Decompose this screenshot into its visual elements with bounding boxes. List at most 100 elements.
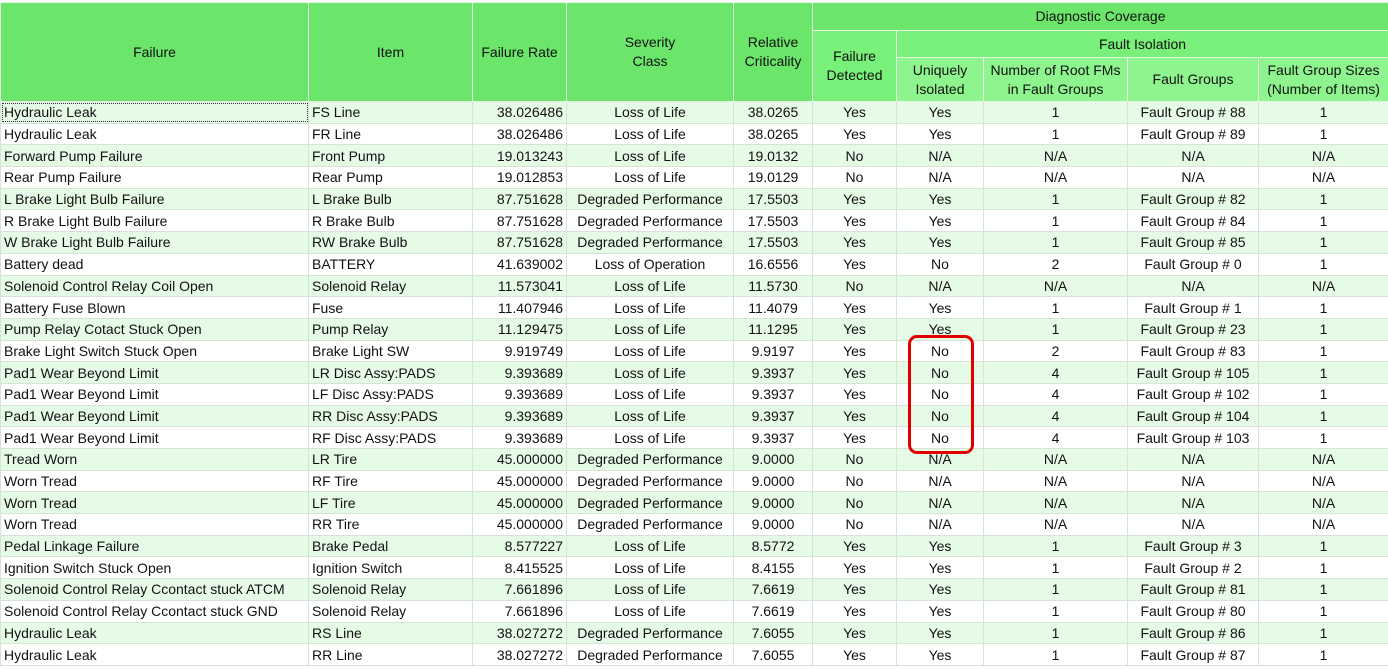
cell-item[interactable]: BATTERY — [308, 252, 473, 276]
cell-failure[interactable]: Solenoid Control Relay Ccontact stuck GN… — [0, 599, 309, 623]
cell-fault-group[interactable]: Fault Group # 102 — [1127, 382, 1259, 406]
cell-num-root-fms[interactable]: 1 — [983, 101, 1128, 124]
cell-fault-group[interactable]: Fault Group # 23 — [1127, 317, 1259, 341]
cell-uniquely-isolated[interactable]: Yes — [896, 556, 984, 580]
cell-fault-group-size[interactable]: N/A — [1257, 274, 1388, 298]
cell-uniquely-isolated[interactable]: Yes — [896, 599, 984, 623]
table-row[interactable]: Worn Tread RR Tire 45.000000 Degraded Perfo… — [0, 513, 1388, 536]
cell-item[interactable]: Brake Light SW — [308, 339, 473, 363]
cell-failure[interactable]: Hydraulic Leak — [0, 643, 309, 666]
cell-failure-rate[interactable]: 38.026486 — [472, 101, 567, 124]
table-row[interactable]: Battery Fuse Blown Fuse 11.407946 Loss of L… — [0, 296, 1388, 319]
table-row[interactable]: Pedal Linkage Failure Brake Pedal 8.577227… — [0, 534, 1388, 558]
cell-fault-group[interactable]: N/A — [1127, 491, 1259, 515]
cell-failure-detected[interactable]: Yes — [812, 187, 897, 211]
cell-item[interactable]: Brake Pedal — [308, 534, 473, 558]
cell-failure[interactable]: Solenoid Control Relay Ccontact stuck AT… — [0, 578, 309, 601]
cell-fault-group[interactable]: N/A — [1127, 274, 1259, 298]
cell-num-root-fms[interactable]: 4 — [983, 361, 1128, 384]
cell-relative-criticality[interactable]: 9.0000 — [733, 513, 813, 536]
cell-severity-class[interactable]: Loss of Life — [566, 274, 734, 298]
cell-failure-rate[interactable]: 45.000000 — [472, 513, 567, 536]
cell-failure-rate[interactable]: 7.661896 — [472, 578, 567, 601]
table-row[interactable]: L Brake Light Bulb Failure L Brake Bulb 87… — [0, 187, 1388, 211]
cell-uniquely-isolated[interactable]: Yes — [896, 534, 984, 558]
cell-fault-group-size[interactable]: 1 — [1257, 231, 1388, 254]
cell-fault-group[interactable]: Fault Group # 82 — [1127, 187, 1259, 211]
cell-num-root-fms[interactable]: 1 — [983, 296, 1128, 319]
cell-fault-group[interactable]: Fault Group # 89 — [1127, 122, 1259, 146]
cell-uniquely-isolated[interactable]: Yes — [896, 101, 984, 124]
cell-fault-group[interactable]: N/A — [1127, 513, 1259, 536]
cell-fault-group[interactable]: Fault Group # 84 — [1127, 209, 1259, 233]
cell-num-root-fms[interactable]: 1 — [983, 556, 1128, 580]
cell-failure-rate[interactable]: 9.393689 — [472, 361, 567, 384]
cell-fault-group[interactable]: Fault Group # 3 — [1127, 534, 1259, 558]
cell-uniquely-isolated[interactable]: No — [896, 426, 984, 449]
cell-item[interactable]: RR Disc Assy:PADS — [308, 404, 473, 428]
cell-fault-group-size[interactable]: 1 — [1257, 339, 1388, 363]
cell-relative-criticality[interactable]: 7.6619 — [733, 578, 813, 601]
cell-fault-group-size[interactable]: 1 — [1257, 361, 1388, 384]
cell-fault-group-size[interactable]: 1 — [1257, 556, 1388, 580]
column-header-item[interactable]: Item — [308, 2, 473, 102]
cell-relative-criticality[interactable]: 7.6619 — [733, 599, 813, 623]
cell-item[interactable]: RR Line — [308, 643, 473, 666]
cell-fault-group-size[interactable]: N/A — [1257, 448, 1388, 471]
cell-failure-rate[interactable]: 7.661896 — [472, 599, 567, 623]
cell-relative-criticality[interactable]: 7.6055 — [733, 621, 813, 645]
cell-relative-criticality[interactable]: 11.5730 — [733, 274, 813, 298]
cell-failure-rate[interactable]: 45.000000 — [472, 448, 567, 471]
cell-item[interactable]: Solenoid Relay — [308, 599, 473, 623]
cell-failure-rate[interactable]: 87.751628 — [472, 187, 567, 211]
column-header-failure-detected[interactable]: Failure Detected — [812, 30, 897, 102]
cell-relative-criticality[interactable]: 9.3937 — [733, 382, 813, 406]
cell-failure-rate[interactable]: 19.012853 — [472, 166, 567, 189]
cell-fault-group[interactable]: Fault Group # 83 — [1127, 339, 1259, 363]
table-row[interactable]: Pad1 Wear Beyond Limit RR Disc Assy:PADS 9… — [0, 404, 1388, 428]
column-header-failure[interactable]: Failure — [0, 2, 309, 102]
cell-fault-group[interactable]: Fault Group # 103 — [1127, 426, 1259, 449]
cell-failure-detected[interactable]: Yes — [812, 556, 897, 580]
cell-failure-rate[interactable]: 8.577227 — [472, 534, 567, 558]
cell-item[interactable]: LR Tire — [308, 448, 473, 471]
cell-severity-class[interactable]: Degraded Performance — [566, 491, 734, 515]
cell-failure[interactable]: Rear Pump Failure — [0, 166, 309, 189]
cell-item[interactable]: RF Disc Assy:PADS — [308, 426, 473, 449]
cell-severity-class[interactable]: Loss of Operation — [566, 252, 734, 276]
cell-num-root-fms[interactable]: N/A — [983, 144, 1128, 168]
table-row[interactable]: Forward Pump Failure Front Pump 19.013243 L… — [0, 144, 1388, 168]
cell-item[interactable]: Fuse — [308, 296, 473, 319]
cell-uniquely-isolated[interactable]: Yes — [896, 621, 984, 645]
cell-uniquely-isolated[interactable]: Yes — [896, 187, 984, 211]
cell-failure-detected[interactable]: Yes — [812, 339, 897, 363]
cell-severity-class[interactable]: Loss of Life — [566, 578, 734, 601]
cell-failure-rate[interactable]: 9.393689 — [472, 404, 567, 428]
cell-fault-group-size[interactable]: N/A — [1257, 469, 1388, 493]
cell-uniquely-isolated[interactable]: N/A — [896, 274, 984, 298]
cell-failure-detected[interactable]: Yes — [812, 361, 897, 384]
cell-failure[interactable]: Hydraulic Leak — [0, 122, 309, 146]
cell-failure[interactable]: R Brake Light Bulb Failure — [0, 209, 309, 233]
cell-item[interactable]: RW Brake Bulb — [308, 231, 473, 254]
cell-fault-group[interactable]: N/A — [1127, 448, 1259, 471]
cell-failure-detected[interactable]: Yes — [812, 621, 897, 645]
cell-failure[interactable]: Worn Tread — [0, 491, 309, 515]
cell-failure[interactable]: Battery Fuse Blown — [0, 296, 309, 319]
table-row[interactable]: Pad1 Wear Beyond Limit RF Disc Assy:PADS 9… — [0, 426, 1388, 449]
cell-failure[interactable]: Pump Relay Cotact Stuck Open — [0, 317, 309, 341]
cell-failure[interactable]: Solenoid Control Relay Coil Open — [0, 274, 309, 298]
cell-failure-detected[interactable]: No — [812, 513, 897, 536]
cell-failure[interactable]: Forward Pump Failure — [0, 144, 309, 168]
cell-fault-group[interactable]: Fault Group # 1 — [1127, 296, 1259, 319]
cell-num-root-fms[interactable]: 1 — [983, 187, 1128, 211]
cell-num-root-fms[interactable]: N/A — [983, 166, 1128, 189]
cell-relative-criticality[interactable]: 9.3937 — [733, 426, 813, 449]
cell-relative-criticality[interactable]: 17.5503 — [733, 187, 813, 211]
cell-severity-class[interactable]: Degraded Performance — [566, 469, 734, 493]
table-row[interactable]: Rear Pump Failure Rear Pump 19.012853 Loss … — [0, 166, 1388, 189]
table-row[interactable]: Pad1 Wear Beyond Limit LF Disc Assy:PADS 9… — [0, 382, 1388, 406]
cell-failure-rate[interactable]: 19.013243 — [472, 144, 567, 168]
table-row[interactable]: Solenoid Control Relay Ccontact stuck AT… — [0, 578, 1388, 601]
cell-num-root-fms[interactable]: 1 — [983, 534, 1128, 558]
